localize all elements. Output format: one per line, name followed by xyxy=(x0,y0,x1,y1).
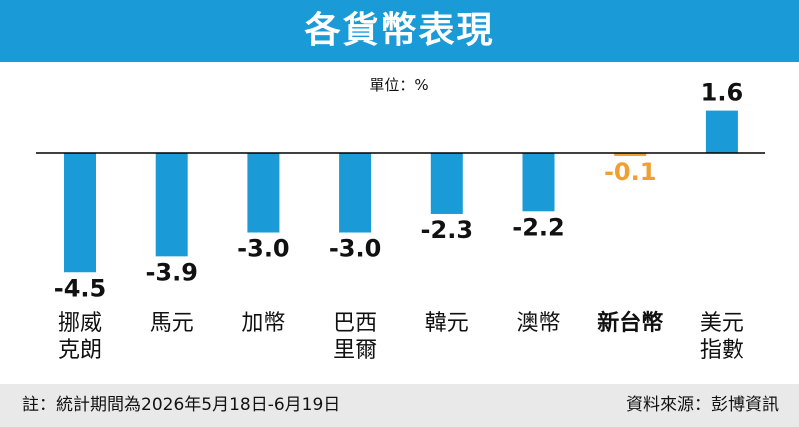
period-note: 註：統計期間為2026年5月18日-6月19日 xyxy=(22,395,341,415)
value-label: -3.9 xyxy=(145,258,197,286)
category-label: 克朗 xyxy=(58,338,102,363)
value-label: 1.6 xyxy=(701,79,744,107)
bar xyxy=(339,153,372,233)
bar xyxy=(614,153,647,156)
category-label: 加幣 xyxy=(241,311,285,336)
source-note: 資料來源：彭博資訊 xyxy=(626,395,779,415)
bar xyxy=(64,153,96,273)
chart-title: 各貨幣表現 xyxy=(304,10,495,51)
value-label: -2.2 xyxy=(512,213,564,241)
category-label: 新台幣 xyxy=(597,310,663,336)
footer-bar xyxy=(0,384,799,427)
bar xyxy=(522,153,555,212)
category-label: 里爾 xyxy=(333,338,377,363)
bar xyxy=(155,153,188,257)
category-label: 韓元 xyxy=(425,311,469,336)
bar xyxy=(705,110,738,153)
category-label: 澳幣 xyxy=(516,311,560,336)
value-label: -4.5 xyxy=(54,274,106,302)
title-banner xyxy=(0,0,799,62)
category-label: 馬元 xyxy=(150,311,194,336)
bar xyxy=(247,153,280,233)
value-label: -3.0 xyxy=(329,235,381,263)
bar xyxy=(430,153,463,214)
category-label: 指數 xyxy=(700,338,744,363)
value-label: -2.3 xyxy=(421,216,473,244)
category-label: 巴西 xyxy=(333,311,377,336)
unit-label: 單位：% xyxy=(369,76,428,94)
value-label: -3.0 xyxy=(237,235,289,263)
category-label: 挪威 xyxy=(58,311,102,336)
category-label: 美元 xyxy=(700,311,744,336)
value-label: -0.1 xyxy=(604,158,656,186)
